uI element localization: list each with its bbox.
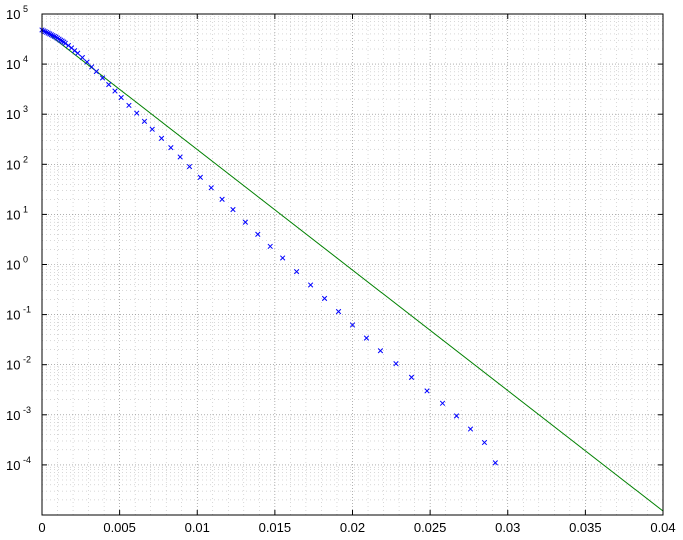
data-point-marker xyxy=(481,439,488,446)
y-tick-label-base: 10 xyxy=(6,458,20,473)
x-tick-label: 0.03 xyxy=(495,520,520,535)
data-point-marker xyxy=(177,154,183,160)
data-point-marker xyxy=(112,88,118,94)
data-point-marker xyxy=(168,144,174,151)
data-point-marker xyxy=(89,64,95,70)
data-point-marker xyxy=(84,59,90,65)
data-point-marker xyxy=(453,413,460,419)
data-point-marker xyxy=(349,322,356,328)
y-tick-label-base: 10 xyxy=(6,308,20,323)
x-tick-label: 0.01 xyxy=(185,520,210,535)
y-tick-label-base: 10 xyxy=(6,358,20,373)
data-point-marker xyxy=(467,426,474,432)
data-point-marker xyxy=(79,54,86,61)
data-point-marker xyxy=(45,30,51,36)
data-point-marker xyxy=(321,295,328,302)
y-tick-label-exponent: -2 xyxy=(23,355,31,365)
y-tick-label-base: 10 xyxy=(6,157,20,172)
data-point-marker xyxy=(118,94,124,101)
data-point-marker xyxy=(255,231,261,237)
y-tick-label-exponent: -4 xyxy=(23,455,31,465)
data-point-marker xyxy=(377,348,384,354)
data-point-marker xyxy=(93,68,99,75)
data-point-marker xyxy=(439,400,446,406)
y-tick-label-base: 10 xyxy=(6,7,20,22)
data-point-marker xyxy=(197,174,204,180)
data-point-marker xyxy=(293,268,300,275)
series-line xyxy=(41,28,664,512)
data-point-marker xyxy=(492,460,498,466)
data-point-marker xyxy=(141,118,148,125)
y-tick-label-exponent: 2 xyxy=(23,154,28,164)
data-point-marker xyxy=(62,40,68,46)
y-tick-label-base: 10 xyxy=(6,258,20,273)
data-point-marker xyxy=(149,126,155,132)
data-point-marker xyxy=(42,28,48,35)
data-point-marker xyxy=(44,29,50,36)
data-point-marker xyxy=(51,33,58,40)
data-point-marker xyxy=(106,81,112,88)
grid xyxy=(42,14,663,515)
data-point-marker xyxy=(363,335,370,341)
x-tick-label: 0.015 xyxy=(259,520,292,535)
data-point-marker xyxy=(50,32,56,39)
x-tick-label: 0.04 xyxy=(650,520,675,535)
data-point-marker xyxy=(219,196,225,202)
y-tick-label-exponent: 0 xyxy=(23,255,28,265)
data-point-marker xyxy=(335,308,342,315)
y-tick-label-base: 10 xyxy=(6,107,20,122)
y-tick-label-exponent: 3 xyxy=(23,104,28,114)
x-tick-label: 0.025 xyxy=(414,520,447,535)
data-point-marker xyxy=(307,282,314,288)
y-tick-label-exponent: -3 xyxy=(23,405,31,415)
data-point-marker xyxy=(158,135,165,141)
data-point-marker xyxy=(126,102,132,109)
x-tick-label: 0.02 xyxy=(340,520,365,535)
data-point-marker xyxy=(230,206,236,213)
data-point-marker xyxy=(134,110,140,116)
x-tick-label: 0.005 xyxy=(103,520,136,535)
y-tick-label-base: 10 xyxy=(6,408,20,423)
data-point-marker xyxy=(267,243,273,250)
data-point-marker xyxy=(424,388,430,394)
x-tick-label: 0.035 xyxy=(569,520,602,535)
data-point-marker xyxy=(208,185,214,191)
data-point-marker xyxy=(186,163,193,170)
series xyxy=(39,27,664,512)
data-point-marker xyxy=(75,50,81,56)
y-tick-label-base: 10 xyxy=(6,207,20,222)
data-point-marker xyxy=(393,360,399,367)
y-tick-label-base: 10 xyxy=(6,57,20,72)
data-point-marker xyxy=(99,75,106,81)
y-tick-label-exponent: 5 xyxy=(23,4,28,14)
y-tick-label-exponent: -1 xyxy=(23,305,31,315)
y-tick-label-exponent: 4 xyxy=(23,54,28,64)
y-tick-label-exponent: 1 xyxy=(23,204,28,214)
x-tick-label: 0 xyxy=(38,520,45,535)
data-point-marker xyxy=(242,219,249,225)
data-point-marker xyxy=(408,374,415,380)
ticks: 0 0.005 0.01 0.015 0.02 0.025 0.03 0.035 0.0410-… xyxy=(6,4,676,535)
data-point-marker xyxy=(279,255,286,261)
